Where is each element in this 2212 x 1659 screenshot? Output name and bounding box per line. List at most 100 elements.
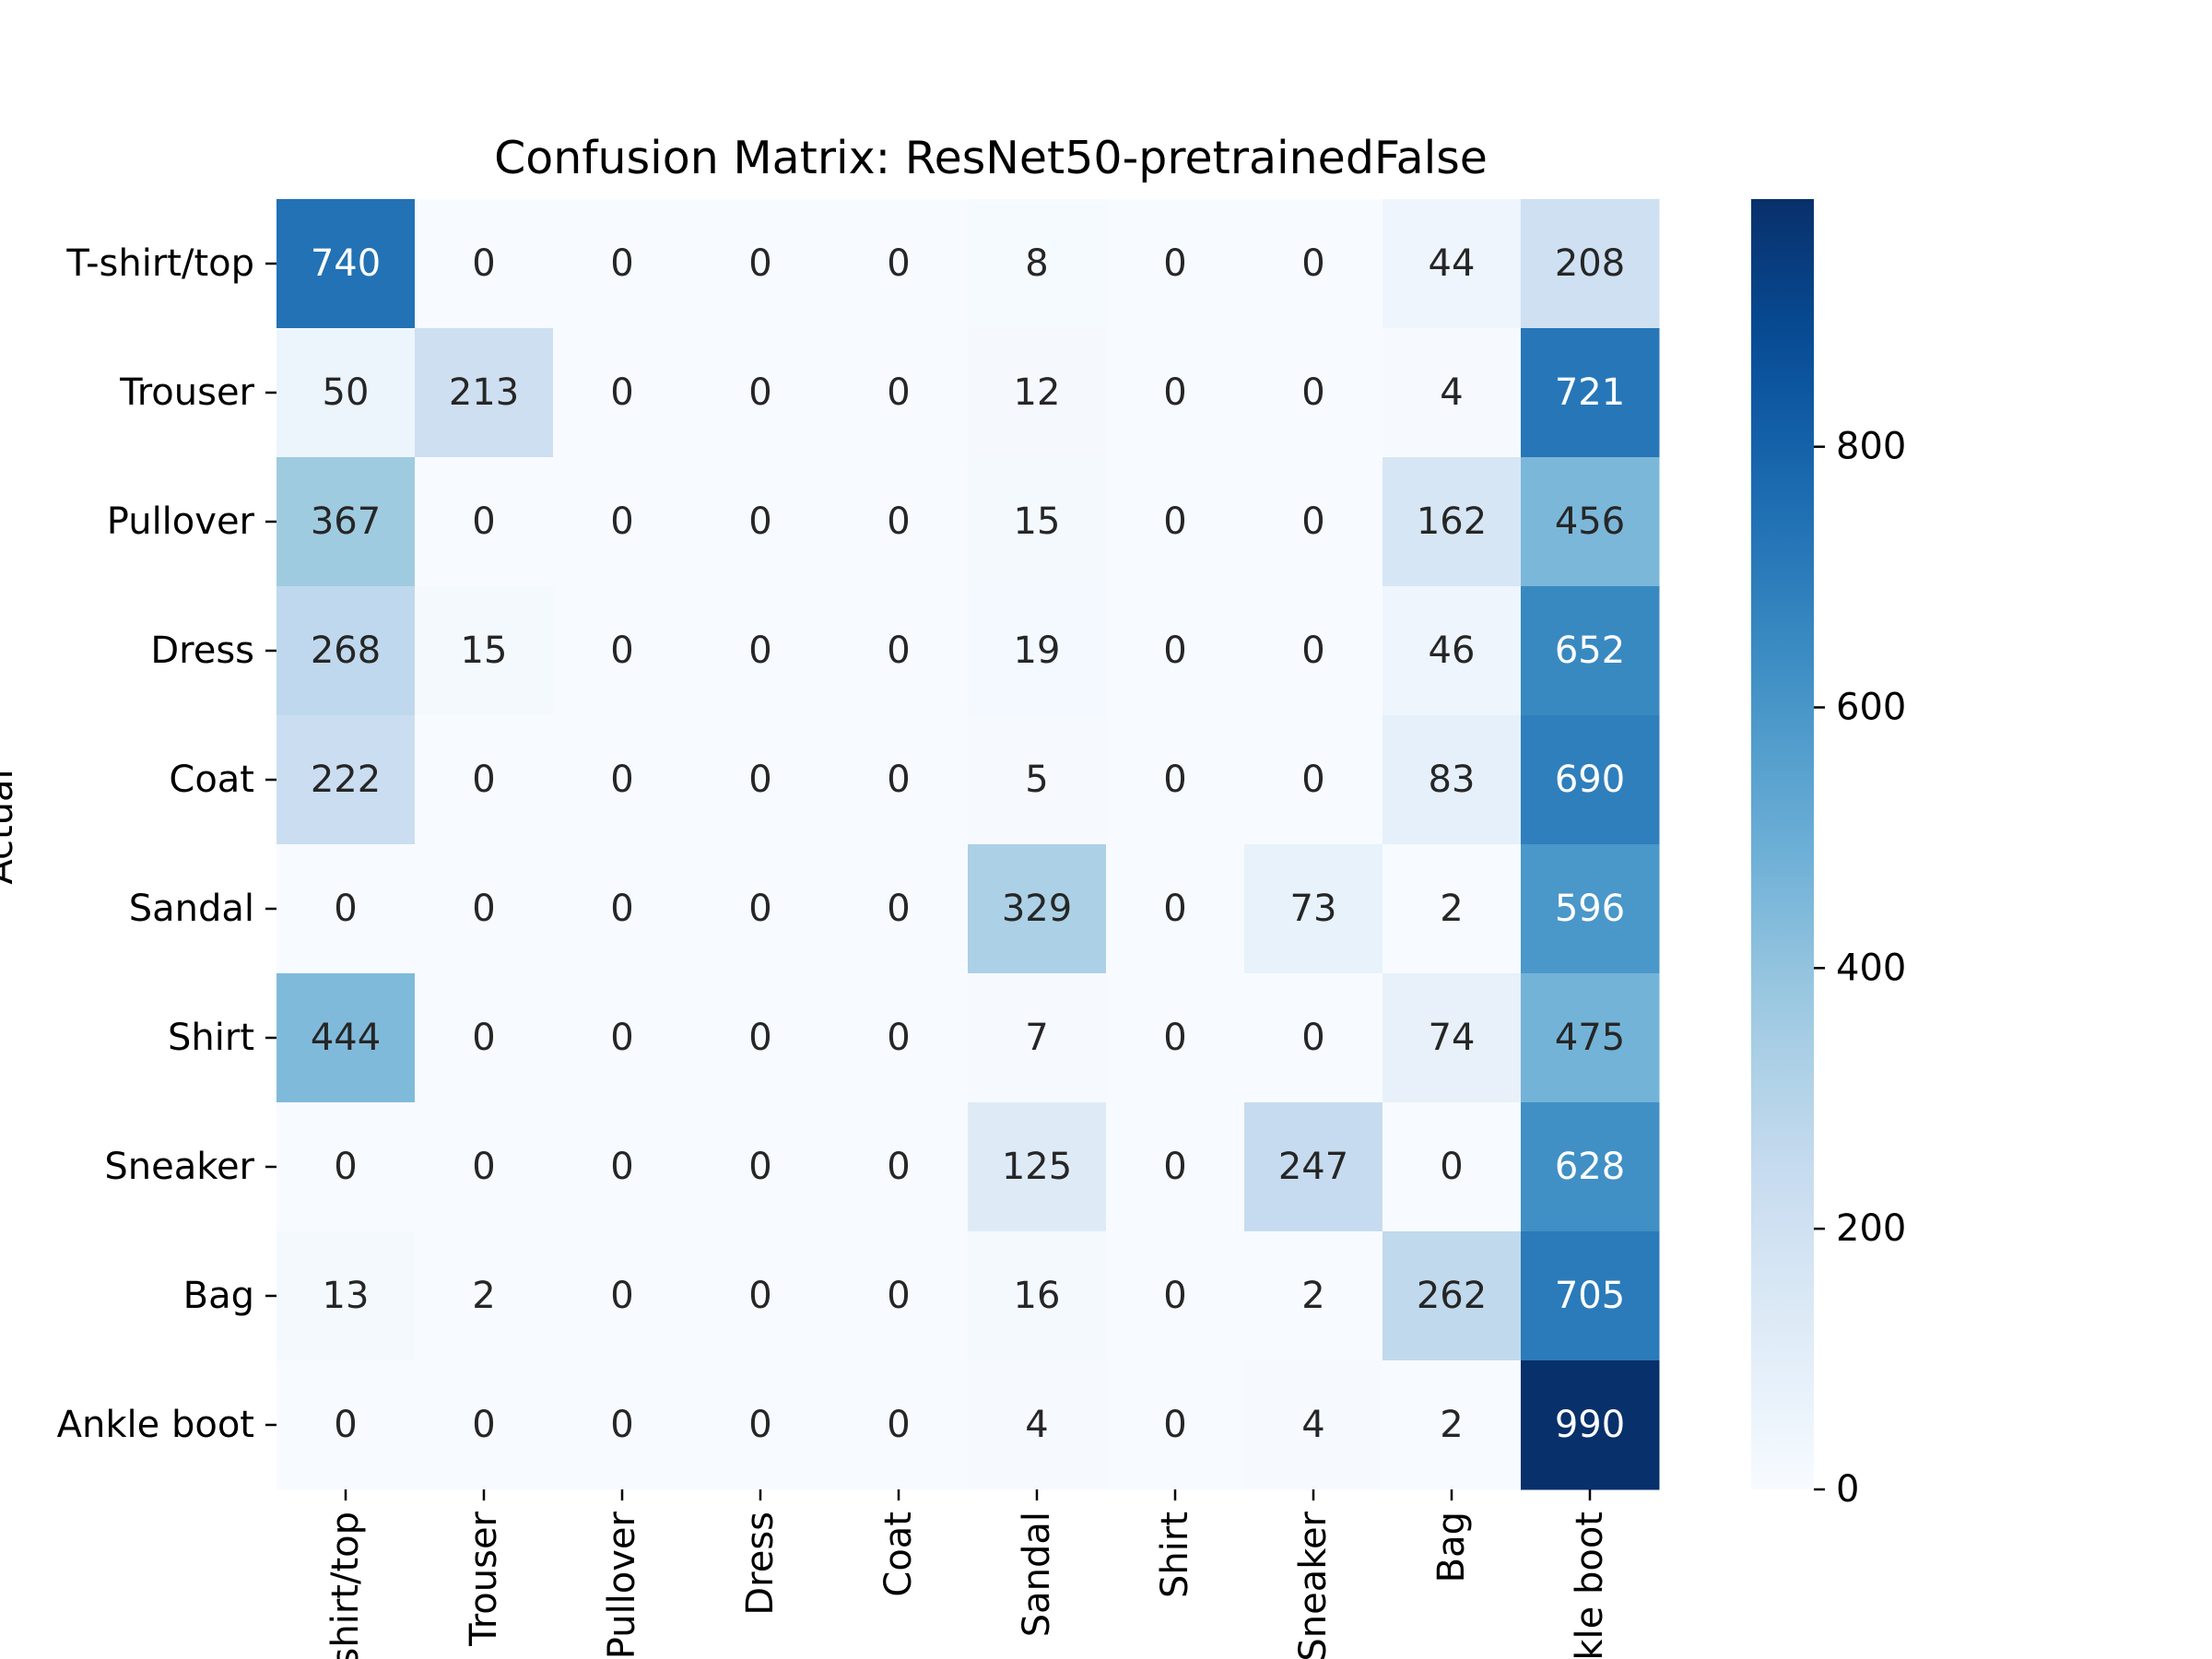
cell-value-label: 208	[1555, 242, 1625, 285]
row-tick-label: Bag	[183, 1275, 254, 1317]
cell-value-label: 0	[887, 500, 910, 543]
cell-value-label: 596	[1555, 888, 1625, 930]
heatmap-cell	[1382, 844, 1522, 974]
heatmap-cell	[691, 199, 830, 329]
heatmap-cell	[1244, 973, 1383, 1103]
cell-value-label: 0	[1163, 242, 1186, 285]
heatmap-cell	[276, 715, 416, 845]
cell-value-label: 0	[1301, 242, 1324, 285]
column-tick-labels: T-shirt/top Trouser Pullover Dress Coat Sanda…	[324, 1489, 1611, 1659]
cell-value-label: 0	[610, 888, 633, 930]
heatmap-cell	[553, 457, 692, 587]
heatmap-cell	[1382, 328, 1522, 458]
heatmap-cell	[968, 973, 1107, 1103]
chart-title: Confusion Matrix: ResNet50-pretrainedFal…	[494, 132, 1488, 184]
column-tick-label: T-shirt/top	[324, 1512, 367, 1659]
heatmap-cell	[691, 457, 830, 587]
heatmap-cell	[276, 1102, 416, 1232]
cell-value-label: 0	[610, 500, 633, 543]
heatmap-cell	[1521, 1360, 1660, 1490]
cell-value-label: 44	[1429, 242, 1476, 285]
heatmap-cell	[553, 844, 692, 974]
heatmap-cell	[1244, 1231, 1383, 1361]
heatmap-cell	[415, 1360, 554, 1490]
heatmap-cell	[1382, 199, 1522, 329]
cell-value-label: 13	[323, 1275, 370, 1317]
heatmap-cell	[1521, 973, 1660, 1103]
cell-value-label: 0	[610, 759, 633, 801]
cell-value-label: 0	[610, 371, 633, 414]
cell-value-label: 15	[1014, 500, 1061, 543]
heatmap-cell	[1244, 586, 1383, 716]
heatmap-cell	[1244, 1360, 1383, 1490]
colorbar-tick-label: 600	[1836, 687, 1906, 729]
heatmap-cell	[691, 973, 830, 1103]
heatmap-cell	[553, 586, 692, 716]
heatmap-cell	[1521, 844, 1660, 974]
cell-value-label: 162	[1417, 500, 1487, 543]
column-tick-label: Trouser	[463, 1511, 505, 1646]
cell-value-label: 4	[1301, 1404, 1324, 1446]
heatmap-cell	[1382, 1102, 1522, 1232]
cell-value-label: 0	[748, 629, 771, 672]
heatmap-cell	[1521, 1231, 1660, 1361]
heatmap-cell	[1244, 457, 1383, 587]
cell-value-label: 0	[1301, 629, 1324, 672]
cell-value-label: 0	[1163, 1275, 1186, 1317]
heatmap-cell	[1244, 328, 1383, 458]
cell-value-label: 0	[748, 759, 771, 801]
heatmap-cell	[830, 586, 969, 716]
colorbar-tick-label: 200	[1836, 1207, 1906, 1250]
heatmap-cell	[415, 973, 554, 1103]
heatmap-cell	[553, 328, 692, 458]
heatmap-cell	[691, 586, 830, 716]
heatmap-cell	[276, 328, 416, 458]
heatmap-cell	[830, 973, 969, 1103]
cell-value-label: 2	[1440, 1404, 1463, 1446]
heatmap-cell	[1106, 844, 1245, 974]
heatmap-cell	[553, 1102, 692, 1232]
cell-value-label: 705	[1555, 1275, 1625, 1317]
column-tick-label: Bag	[1430, 1512, 1473, 1583]
colorbar-tick-label: 0	[1836, 1468, 1859, 1511]
cell-value-label: 0	[1163, 1404, 1186, 1446]
cell-value-label: 990	[1555, 1404, 1625, 1446]
heatmap-cell	[276, 1231, 416, 1361]
cell-value-label: 0	[472, 500, 495, 543]
cell-value-label: 329	[1002, 888, 1072, 930]
cell-value-label: 0	[1163, 1146, 1186, 1188]
heatmap-cell	[1382, 586, 1522, 716]
cell-value-label: 83	[1429, 759, 1476, 801]
cell-value-label: 0	[887, 1275, 910, 1317]
cell-value-label: 0	[887, 1146, 910, 1188]
cell-value-label: 444	[311, 1017, 381, 1059]
cell-value-label: 0	[748, 1146, 771, 1188]
column-tick-label: Coat	[877, 1512, 920, 1597]
cell-value-label: 0	[748, 1017, 771, 1059]
cell-value-label: 0	[610, 1404, 633, 1446]
row-tick-label: Sneaker	[104, 1146, 254, 1188]
cell-value-label: 0	[748, 371, 771, 414]
heatmap-cell	[968, 1102, 1107, 1232]
heatmap-cell	[691, 328, 830, 458]
cell-value-label: 0	[472, 242, 495, 285]
heatmap-cell	[1244, 715, 1383, 845]
cell-value-label: 5	[1025, 759, 1048, 801]
cell-value-label: 0	[472, 1404, 495, 1446]
heatmap-cell	[276, 457, 416, 587]
cell-value-label: 0	[1163, 371, 1186, 414]
heatmap-cell	[276, 199, 416, 329]
heatmap-cell	[553, 199, 692, 329]
cell-value-label: 0	[334, 1146, 357, 1188]
heatmap-cell	[830, 199, 969, 329]
heatmap-cell	[1521, 1102, 1660, 1232]
heatmap-cell	[830, 1360, 969, 1490]
cell-value-label: 0	[610, 1146, 633, 1188]
cell-value-label: 652	[1555, 629, 1625, 672]
heatmap-cell	[276, 973, 416, 1103]
y-axis-label: Actual	[0, 769, 21, 884]
cell-value-label: 0	[1163, 500, 1186, 543]
cell-value-label: 0	[472, 1146, 495, 1188]
cell-value-label: 19	[1014, 629, 1061, 672]
